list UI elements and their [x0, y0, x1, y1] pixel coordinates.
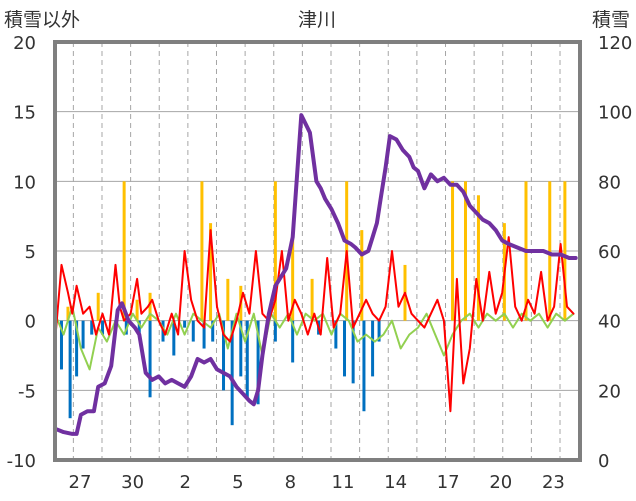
- y-axis-right-title: 積雪: [592, 9, 630, 31]
- snow_change-bar: [351, 320, 355, 384]
- x-tick: 30: [121, 472, 144, 493]
- snow_change-bar: [75, 320, 79, 377]
- precipitation-bar: [66, 306, 70, 321]
- precipitation-bar: [463, 181, 467, 321]
- snow_change-bar: [273, 320, 277, 342]
- snow_change-bar: [81, 320, 85, 349]
- precipitation-bar: [273, 181, 277, 321]
- bar-series: [59, 181, 567, 426]
- snow_change-bar: [137, 320, 141, 335]
- snow_change-bar: [256, 320, 260, 405]
- y-tick-right: 80: [598, 172, 621, 193]
- snow_change-bar: [59, 320, 63, 370]
- precipitation-bar: [148, 292, 152, 321]
- x-tick: 2: [179, 472, 190, 493]
- precipitation-bar: [226, 278, 230, 321]
- precipitation-bar: [209, 223, 213, 321]
- y-tick-right: 40: [598, 312, 621, 333]
- line-series: [53, 113, 578, 436]
- snow_change-bar: [222, 320, 226, 391]
- y-axis-left-title: 積雪以外: [4, 9, 80, 31]
- y-tick-right: 60: [598, 242, 621, 263]
- snow_change-bar: [230, 320, 234, 426]
- precipitation-bar: [548, 181, 552, 321]
- snow_change-bar: [334, 320, 338, 349]
- snow_change-bar: [211, 320, 215, 342]
- snow_change-bar: [377, 320, 381, 342]
- snow_change-bar: [101, 320, 105, 335]
- y-tick-right: 20: [598, 381, 621, 402]
- y-tick-right: 0: [598, 451, 609, 472]
- snow_change-bar: [183, 320, 187, 328]
- precipitation-bar: [310, 278, 314, 321]
- x-tick: 20: [489, 472, 512, 493]
- snow_change-bar: [343, 320, 347, 377]
- x-tick: 11: [332, 472, 355, 493]
- y-tick-left: 15: [13, 103, 36, 124]
- precipitation-bar: [200, 181, 204, 321]
- grid: [55, 42, 580, 460]
- snow_change-bar: [291, 320, 295, 363]
- precipitation-bar: [96, 292, 100, 321]
- snow_change-bar: [68, 320, 72, 419]
- snow_depth-line: [53, 113, 578, 436]
- precipitation-bar: [476, 195, 480, 321]
- y-tick-left: -5: [18, 381, 36, 402]
- y-tick-left: 10: [13, 172, 36, 193]
- x-tick: 5: [232, 472, 243, 493]
- y-tick-left: 5: [25, 242, 36, 263]
- precipitation-bar: [451, 181, 455, 321]
- wind-line: [54, 305, 575, 371]
- snow_change-bar: [172, 320, 176, 356]
- y-tick-right: 120: [598, 33, 632, 54]
- y-tick-left: 0: [25, 312, 36, 333]
- precipitation-bar: [291, 237, 295, 321]
- plot-frame: [53, 40, 582, 462]
- chart-title: 津川: [298, 9, 336, 31]
- snow_change-bar: [191, 320, 195, 342]
- precipitation-bar: [122, 181, 126, 321]
- y-tick-left: 20: [13, 33, 36, 54]
- tick-labels: 20 15 10 5 0 -5 -10 120 100 80 60 40 20 0 27 30 2 5 8 11 14 1…: [7, 33, 633, 493]
- precipitation-bar: [563, 181, 567, 321]
- x-tick: 17: [437, 472, 460, 493]
- snow_change-bar: [202, 320, 206, 349]
- y-tick-left: -10: [7, 451, 36, 472]
- snow_change-bar: [362, 320, 366, 412]
- snow_change-bar: [371, 320, 375, 377]
- temperature-line: [54, 229, 575, 413]
- snow_change-bar: [239, 320, 243, 377]
- precipitation-bar: [360, 230, 364, 321]
- x-tick: 27: [69, 472, 92, 493]
- y-tick-right: 100: [598, 103, 632, 124]
- x-tick: 14: [384, 472, 407, 493]
- precipitation-bar: [135, 299, 139, 321]
- snow_change-bar: [148, 320, 152, 398]
- x-tick: 8: [285, 472, 296, 493]
- snow_change-bar: [245, 320, 249, 398]
- snow_change-bar: [90, 320, 94, 335]
- x-tick: 23: [542, 472, 565, 493]
